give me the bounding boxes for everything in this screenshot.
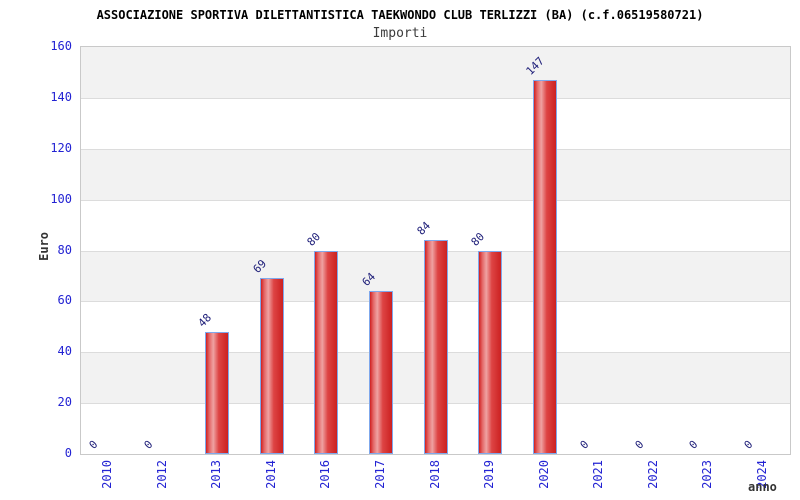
y-tick-label: 120 xyxy=(50,140,72,155)
x-tick-label: 2010 xyxy=(100,460,115,489)
x-axis-title: anno xyxy=(748,480,777,494)
x-tick-label: 2014 xyxy=(263,460,278,489)
bar xyxy=(205,331,230,454)
x-tick-label: 2020 xyxy=(536,460,551,489)
y-tick-label: 100 xyxy=(50,191,72,206)
bar xyxy=(423,240,448,454)
plot-band xyxy=(81,97,790,149)
bar xyxy=(532,80,557,454)
gridline xyxy=(81,199,790,201)
chart-title: ASSOCIAZIONE SPORTIVA DILETTANTISTICA TA… xyxy=(96,8,704,22)
x-tick-label: 2017 xyxy=(372,460,387,489)
x-tick-label: 2022 xyxy=(645,460,660,489)
y-tick-label: 0 xyxy=(64,446,72,460)
x-tick-label: 2013 xyxy=(209,460,224,489)
y-tick-label: 20 xyxy=(57,395,72,410)
x-tick-label: 2016 xyxy=(318,460,333,489)
y-tick-label: 60 xyxy=(57,293,72,308)
x-tick-label: 2023 xyxy=(700,460,715,489)
gridline xyxy=(81,148,790,150)
bar xyxy=(259,278,284,454)
x-tick-label: 2021 xyxy=(591,460,606,489)
chart-subtitle: Importi xyxy=(372,26,428,41)
y-tick-label: 40 xyxy=(57,344,72,359)
x-tick-label: 2019 xyxy=(482,460,497,489)
plot-band xyxy=(81,47,790,98)
x-tick-label: 2012 xyxy=(154,460,169,489)
bar xyxy=(368,291,393,454)
y-tick-label: 80 xyxy=(57,242,72,257)
y-tick-label: 160 xyxy=(50,39,72,53)
x-tick-label: 2018 xyxy=(427,460,442,489)
bar xyxy=(314,250,339,454)
plot-area: 0 0 48 69 80 64 84 80 147 0 0 0 0 xyxy=(80,46,791,455)
gridline xyxy=(81,97,790,99)
y-tick-label: 140 xyxy=(50,89,72,104)
plot-band xyxy=(81,148,790,200)
bar xyxy=(478,250,503,454)
